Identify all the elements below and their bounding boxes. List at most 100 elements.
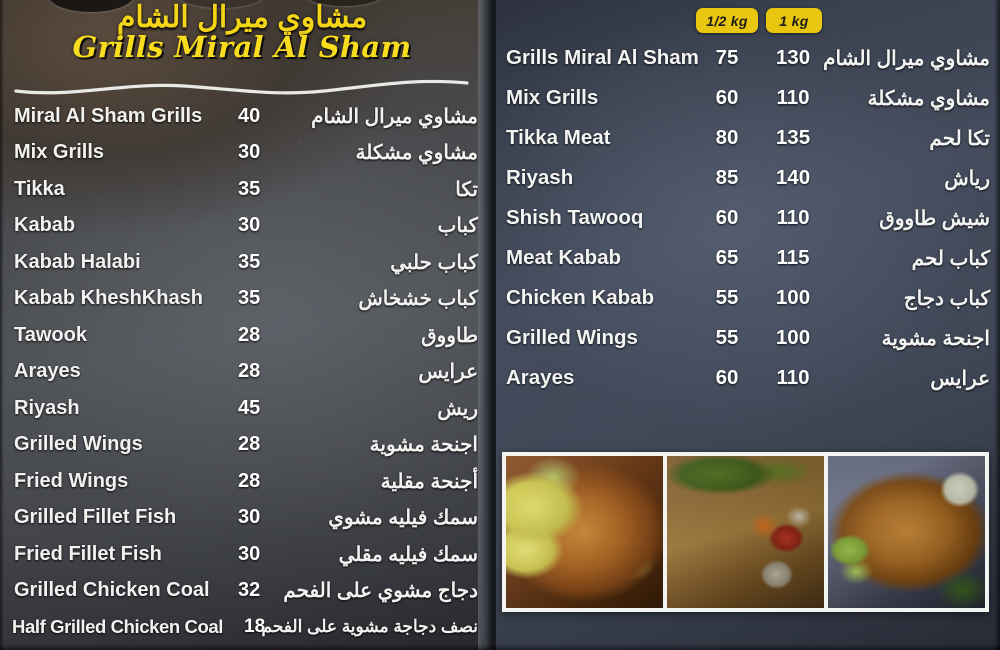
grilled-chicken-board-photo: [506, 456, 663, 608]
item-name-arabic: مشاوي ميرال الشام: [311, 105, 478, 128]
item-name-arabic: كباب لحم: [911, 247, 990, 270]
ceiling-lamp-icon: [175, 0, 267, 8]
menu-row: Half Grilled Chicken Coal 18 نصف دجاجة مشو…: [0, 609, 484, 646]
item-price-one-kg: 100: [775, 326, 811, 349]
item-name-english: Grilled Chicken Coal: [14, 579, 210, 602]
item-price: 30: [238, 214, 261, 237]
item-name-arabic: عرايس: [418, 361, 478, 384]
menu-row: Miral Al Sham Grills 40 مشاوي ميرال الشام: [0, 98, 484, 135]
item-name-english: Mix Grills: [506, 86, 599, 109]
item-name-english: Fried Wings: [14, 469, 129, 492]
menu-row: Grilled Wings 55 100 اجنحة مشوية: [496, 318, 1000, 358]
item-name-arabic: كباب خشخاش: [358, 288, 478, 311]
item-name-arabic: كباب حلبي: [390, 251, 478, 274]
item-name-english: Tawook: [14, 323, 87, 346]
board-bottom-edge: [0, 644, 1000, 650]
menu-row: Shish Tawooq 60 110 شيش طاووق: [496, 198, 1000, 238]
ceiling-lamp-icon: [300, 0, 388, 6]
item-name-arabic: سمك فيليه مشوي: [328, 507, 478, 530]
food-photo-strip: [502, 452, 989, 612]
ceiling-lamp-icon: [48, 0, 134, 12]
right-menu-panel: 1/2 kg 1 kg Grills Miral Al Sham 75 130 مشا…: [496, 0, 1000, 650]
item-name-arabic: ريش: [437, 397, 478, 420]
menu-row: Arayes 60 110 عرايس: [496, 358, 1000, 398]
item-name-english: Shish Tawooq: [506, 206, 644, 229]
item-price-one-kg: 110: [776, 86, 810, 109]
item-price-one-kg: 130: [775, 46, 811, 69]
item-name-english: Grilled Fillet Fish: [14, 506, 177, 529]
item-name-english: Riyash: [14, 396, 80, 419]
item-name-english: Tikka: [14, 177, 65, 200]
item-name-english: Arayes: [14, 360, 81, 383]
item-name-arabic: اجنحة مشوية: [369, 434, 478, 457]
item-name-arabic: نصف دجاجة مشوية على الفحم: [261, 617, 478, 637]
item-name-english: Kabab Halabi: [14, 250, 141, 273]
menu-row: Chicken Kabab 55 100 كباب دجاج: [496, 278, 1000, 318]
item-price-half-kg: 60: [715, 86, 739, 109]
menu-row: Meat Kabab 65 115 كباب لحم: [496, 238, 1000, 278]
menu-row: Tawook 28 طاووق: [0, 317, 484, 354]
item-price: 35: [238, 177, 261, 200]
item-price: 35: [238, 287, 261, 310]
mixed-kebab-platter-photo: [667, 456, 824, 608]
item-price: 28: [238, 433, 261, 456]
item-price: 18: [244, 616, 266, 638]
item-name-english: Grilled Wings: [14, 433, 143, 456]
menu-row: Riyash 45 ريش: [0, 390, 484, 427]
item-price: 45: [238, 396, 261, 419]
item-price-half-kg: 85: [715, 166, 739, 189]
item-price: 28: [238, 323, 261, 346]
menu-row: Kabab Halabi 35 كباب حلبي: [0, 244, 484, 281]
board-left-edge: [0, 0, 4, 650]
item-name-arabic: سمك فيليه مقلي: [338, 543, 478, 566]
item-price: 28: [238, 360, 261, 383]
item-name-english: Kabab: [14, 214, 76, 237]
item-price: 30: [238, 141, 261, 164]
menu-row: Fried Wings 28 أجنحة مقلية: [0, 463, 484, 500]
item-price-half-kg: 55: [715, 326, 739, 349]
weight-badges: 1/2 kg 1 kg: [496, 8, 1000, 34]
menu-row: Grilled Wings 28 اجنحة مشوية: [0, 427, 484, 464]
item-name-arabic: دجاج مشوي على الفحم: [283, 580, 478, 603]
item-price-one-kg: 110: [776, 206, 810, 229]
item-price: 40: [238, 104, 261, 127]
item-name-arabic: عرايس: [930, 367, 990, 390]
item-price-half-kg: 80: [715, 126, 739, 149]
item-name-english: Meat Kabab: [506, 246, 622, 269]
menu-row: Kabab KheshKhash 35 كباب خشخاش: [0, 281, 484, 318]
board-title-arabic: مشاوي ميرال الشام: [116, 1, 368, 34]
board-right-edge: [994, 0, 1000, 650]
item-name-arabic: اجنحة مشوية: [881, 327, 990, 350]
item-price-half-kg: 65: [715, 246, 739, 269]
menu-row: Fried Fillet Fish 30 سمك فيليه مقلي: [0, 536, 484, 573]
item-name-english: Mix Grills: [14, 141, 105, 164]
item-price-half-kg: 75: [715, 46, 739, 69]
item-price-one-kg: 140: [775, 166, 811, 189]
board-header: مشاوي ميرال الشام Grills Miral Al Sham: [0, 1, 484, 65]
item-name-arabic: طاووق: [421, 324, 478, 347]
half-kg-badge-label: 1/2 kg: [706, 12, 748, 29]
item-price: 35: [238, 250, 261, 273]
shish-tawook-platter-photo: [828, 456, 985, 608]
board-title-english: Grills Miral Al Sham: [72, 30, 412, 65]
menu-row: Tikka Meat 80 135 تكا لحم: [496, 118, 1000, 158]
item-name-arabic: رياش: [944, 167, 990, 190]
menu-row: Kabab 30 كباب: [0, 208, 484, 245]
item-name-arabic: تكا لحم: [929, 127, 990, 150]
item-price-half-kg: 60: [715, 206, 739, 229]
item-name-english: Fried Fillet Fish: [14, 542, 162, 565]
right-menu-list: Grills Miral Al Sham 75 130 مشاوي ميرال الش…: [496, 38, 1000, 398]
item-price-one-kg: 100: [775, 286, 811, 309]
item-name-english: Riyash: [506, 166, 574, 189]
item-name-arabic: كباب: [437, 215, 478, 238]
menu-row: Grilled Fillet Fish 30 سمك فيليه مشوي: [0, 500, 484, 537]
item-price-one-kg: 115: [776, 246, 810, 269]
item-name-english: Kabab KheshKhash: [14, 287, 203, 310]
item-price: 30: [238, 506, 261, 529]
item-price-half-kg: 60: [715, 366, 739, 389]
item-name-english: Arayes: [506, 366, 575, 389]
menu-row: Grilled Chicken Coal 32 دجاج مشوي على الفح…: [0, 573, 484, 610]
menu-row: Mix Grills 60 110 مشاوي مشكلة: [496, 78, 1000, 118]
item-name-arabic: تكا: [455, 178, 478, 201]
one-kg-badge-label: 1 kg: [779, 12, 809, 29]
